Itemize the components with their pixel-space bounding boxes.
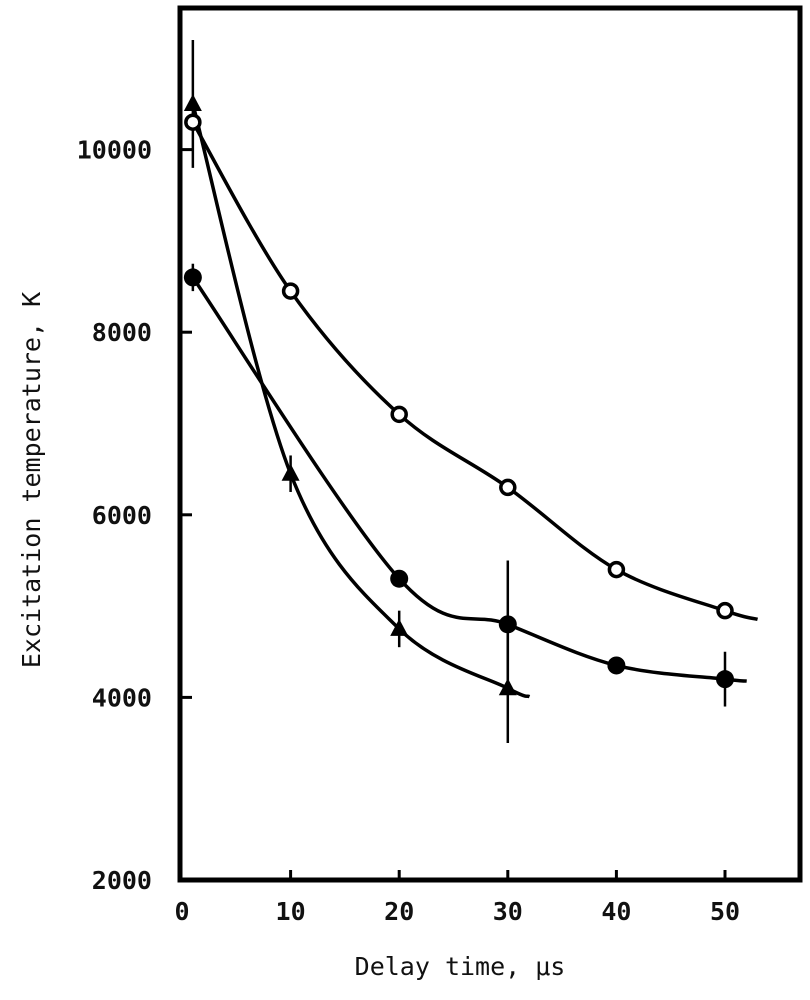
fit-curve: [191, 103, 531, 699]
y-axis-ticks: 2000 4000 6000 8000 10000: [77, 136, 192, 895]
filled-triangle-marker: [281, 463, 300, 481]
y-tick-label: 2000: [92, 866, 152, 895]
fit-curve: [191, 121, 759, 621]
fit-curves: [191, 103, 759, 699]
filled-circle-marker: [607, 656, 626, 675]
y-axis-label: Excitation temperature, K: [17, 292, 46, 668]
x-axis-label: Delay time, μs: [355, 952, 566, 981]
y-tick-label: 8000: [92, 318, 152, 347]
y-tick-label: 4000: [92, 683, 152, 712]
x-axis-ticks: 0 10 20 30 40 50: [174, 870, 740, 926]
open-circle-marker: [607, 560, 626, 579]
plot-frame: [177, 5, 803, 883]
filled-triangle-marker: [183, 93, 202, 111]
x-tick-label: 0: [174, 897, 189, 926]
error-bars: [191, 40, 727, 744]
open-circle-marker: [281, 282, 300, 300]
x-tick-label: 50: [710, 897, 740, 926]
plot-border: [177, 5, 803, 883]
y-tick-label: 10000: [77, 136, 152, 165]
y-tick-label: 6000: [92, 501, 152, 530]
filled-circle-marker: [498, 615, 517, 634]
filled-circle-marker: [390, 569, 409, 588]
x-tick-label: 40: [601, 897, 631, 926]
x-tick-label: 30: [493, 897, 523, 926]
data-markers: [183, 93, 734, 696]
open-circle-marker: [499, 478, 517, 497]
filled-circle-marker: [716, 670, 734, 689]
filled-triangle-marker: [390, 618, 409, 636]
open-circle-marker: [390, 405, 408, 424]
x-tick-label: 20: [384, 897, 414, 926]
filled-triangle-marker: [498, 678, 517, 696]
open-circle-marker: [184, 113, 202, 131]
filled-circle-marker: [183, 268, 202, 287]
fit-curve: [191, 276, 747, 683]
open-circle-marker: [716, 601, 734, 620]
x-tick-label: 10: [276, 897, 306, 926]
